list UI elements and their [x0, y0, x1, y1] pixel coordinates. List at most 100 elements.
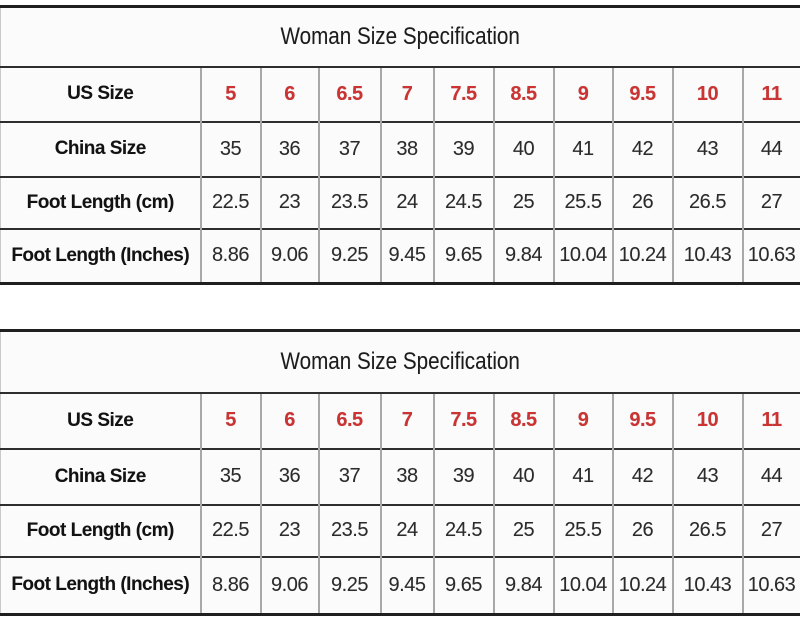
cm-cell: 22.5	[199, 503, 261, 557]
us-size-cell: 9.5	[611, 65, 673, 122]
inches-cell: 9.84	[492, 227, 554, 284]
table-1-title-row: Woman Size Specification	[1, 7, 800, 67]
us-size-cell: 7.5	[432, 391, 494, 449]
inches-cell: 9.25	[317, 555, 381, 615]
us-size-cell: 7	[379, 65, 434, 122]
cm-cell: 24.5	[432, 503, 494, 557]
cm-cell: 25.5	[552, 503, 613, 557]
cm-cell: 25	[492, 175, 554, 229]
cm-cell: 24.5	[432, 175, 494, 229]
us-size-cell: 6	[259, 65, 319, 122]
china-size-cell: 38	[379, 120, 434, 177]
china-size-cell: 39	[432, 447, 494, 505]
foot-length-inches-row: Foot Length (Inches) 8.86 9.06 9.25 9.45…	[0, 555, 800, 615]
inches-cell: 9.25	[317, 227, 381, 284]
cm-cell: 26	[611, 503, 673, 557]
us-size-cell: 7.5	[432, 65, 494, 122]
table-title: Woman Size Specification	[1, 7, 800, 67]
china-size-cell: 44	[741, 120, 800, 177]
row-label-foot-length-cm: Foot Length (cm)	[0, 175, 201, 229]
us-size-cell: 10	[671, 391, 743, 449]
us-size-cell: 6.5	[317, 65, 381, 122]
inches-cell: 9.45	[379, 555, 434, 615]
china-size-cell: 42	[611, 120, 673, 177]
china-size-row: China Size 35 36 37 38 39 40 41 42 43 44	[0, 447, 800, 505]
inches-cell: 8.86	[199, 227, 261, 284]
china-size-cell: 43	[671, 120, 743, 177]
cm-cell: 23.5	[317, 175, 381, 229]
us-size-cell: 7	[379, 391, 434, 449]
china-size-cell: 40	[492, 447, 554, 505]
inches-cell: 8.86	[199, 555, 261, 615]
row-label-us-size: US Size	[0, 391, 201, 449]
us-size-cell: 5	[199, 391, 261, 449]
row-label-china-size: China Size	[0, 447, 201, 505]
china-size-cell: 37	[317, 447, 381, 505]
row-label-us-size: US Size	[0, 65, 201, 122]
woman-size-table-1: Woman Size Specification US Size 5 6 6.5…	[0, 5, 800, 285]
us-size-row: US Size 5 6 6.5 7 7.5 8.5 9 9.5 10 11	[0, 65, 800, 122]
woman-size-table-2: Woman Size Specification US Size 5 6 6.5…	[0, 329, 800, 616]
china-size-cell: 39	[432, 120, 494, 177]
china-size-cell: 44	[741, 447, 800, 505]
china-size-cell: 36	[259, 447, 319, 505]
row-label-foot-length-inches: Foot Length (Inches)	[0, 227, 201, 284]
us-size-cell: 9	[552, 65, 613, 122]
inches-cell: 9.06	[259, 555, 319, 615]
cm-cell: 24	[379, 503, 434, 557]
inches-cell: 9.06	[259, 227, 319, 284]
cm-cell: 24	[379, 175, 434, 229]
us-size-cell: 11	[741, 65, 800, 122]
us-size-row: US Size 5 6 6.5 7 7.5 8.5 9 9.5 10 11	[0, 391, 800, 449]
cm-cell: 23	[259, 175, 319, 229]
us-size-cell: 8.5	[492, 391, 554, 449]
inches-cell: 10.24	[611, 555, 673, 615]
china-size-cell: 35	[199, 120, 261, 177]
china-size-cell: 41	[552, 447, 613, 505]
cm-cell: 26.5	[671, 175, 743, 229]
inches-cell: 10.04	[552, 227, 613, 284]
inches-cell: 10.63	[741, 555, 800, 615]
cm-cell: 26	[611, 175, 673, 229]
us-size-cell: 9.5	[611, 391, 673, 449]
cm-cell: 23.5	[317, 503, 381, 557]
cm-cell: 25	[492, 503, 554, 557]
us-size-cell: 9	[552, 391, 613, 449]
us-size-cell: 5	[199, 65, 261, 122]
china-size-cell: 36	[259, 120, 319, 177]
inches-cell: 10.63	[741, 227, 800, 284]
china-size-row: China Size 35 36 37 38 39 40 41 42 43 44	[0, 120, 800, 177]
us-size-cell: 8.5	[492, 65, 554, 122]
inches-cell: 10.43	[671, 555, 743, 615]
row-label-foot-length-inches: Foot Length (Inches)	[0, 555, 201, 615]
cm-cell: 25.5	[552, 175, 613, 229]
inches-cell: 9.84	[492, 555, 554, 615]
us-size-cell: 10	[671, 65, 743, 122]
cm-cell: 22.5	[199, 175, 261, 229]
china-size-cell: 43	[671, 447, 743, 505]
foot-length-inches-row: Foot Length (Inches) 8.86 9.06 9.25 9.45…	[0, 227, 800, 284]
china-size-cell: 38	[379, 447, 434, 505]
table-title-text: Woman Size Specification	[280, 22, 520, 50]
cm-cell: 23	[259, 503, 319, 557]
china-size-cell: 37	[317, 120, 381, 177]
table-title: Woman Size Specification	[1, 331, 800, 393]
inches-cell: 9.65	[432, 555, 494, 615]
row-label-china-size: China Size	[0, 120, 201, 177]
cm-cell: 26.5	[671, 503, 743, 557]
us-size-cell: 11	[741, 391, 800, 449]
us-size-cell: 6	[259, 391, 319, 449]
table-2-title-row: Woman Size Specification	[1, 331, 800, 393]
table-title-text: Woman Size Specification	[280, 347, 520, 375]
inches-cell: 10.24	[611, 227, 673, 284]
china-size-cell: 41	[552, 120, 613, 177]
inches-cell: 10.04	[552, 555, 613, 615]
inches-cell: 9.45	[379, 227, 434, 284]
inches-cell: 9.65	[432, 227, 494, 284]
china-size-cell: 40	[492, 120, 554, 177]
cm-cell: 27	[741, 175, 800, 229]
row-label-foot-length-cm: Foot Length (cm)	[0, 503, 201, 557]
inches-cell: 10.43	[671, 227, 743, 284]
china-size-cell: 35	[199, 447, 261, 505]
china-size-cell: 42	[611, 447, 673, 505]
